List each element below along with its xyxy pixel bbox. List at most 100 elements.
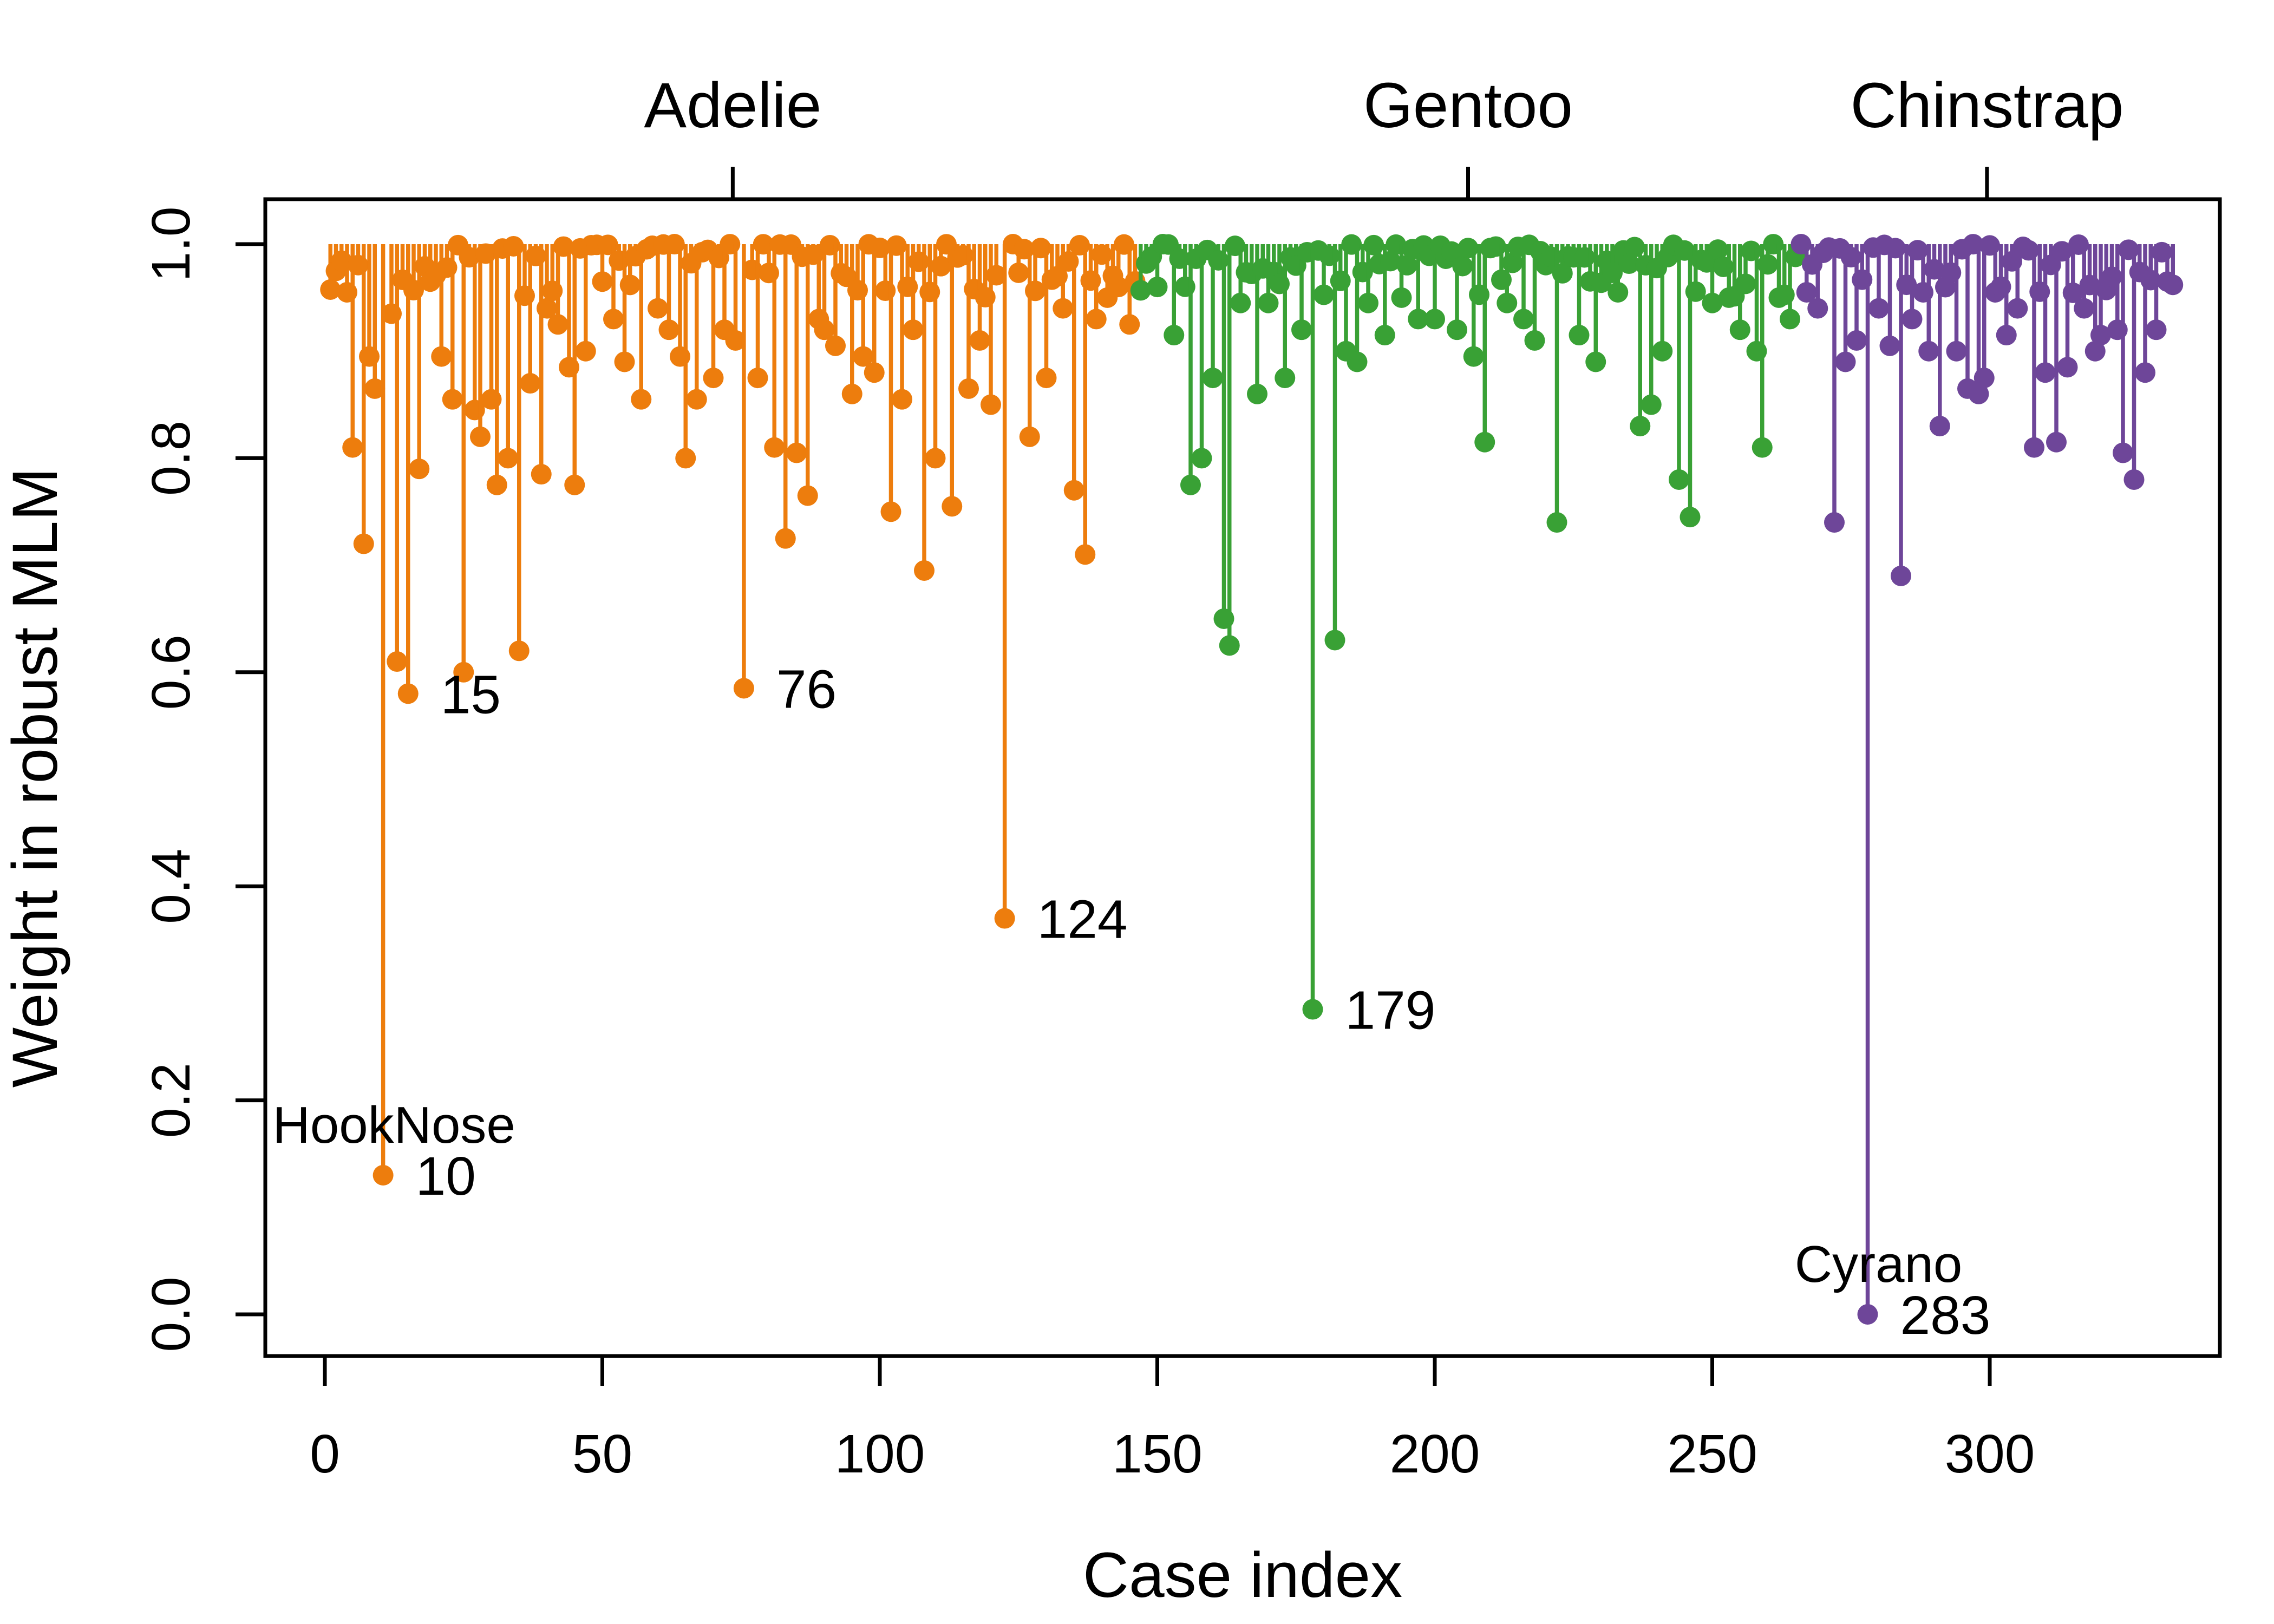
data-point xyxy=(1807,298,1828,319)
data-point xyxy=(825,335,846,356)
data-point xyxy=(914,560,935,581)
data-point xyxy=(1108,277,1129,298)
data-point xyxy=(508,640,530,662)
data-point xyxy=(2162,274,2184,296)
x-tick-label: 300 xyxy=(1945,1424,2035,1484)
data-point xyxy=(764,437,785,458)
data-point xyxy=(1735,273,1756,294)
x-tick-label: 100 xyxy=(835,1424,925,1484)
data-point xyxy=(1036,368,1057,389)
species-label-chinstrap: Chinstrap xyxy=(1850,70,2123,141)
data-point xyxy=(1729,319,1750,340)
data-point xyxy=(397,683,419,704)
data-point xyxy=(942,496,963,517)
data-point xyxy=(1474,431,1495,453)
data-point xyxy=(1180,474,1201,495)
x-tick-label: 200 xyxy=(1390,1424,1480,1484)
series-chinstrap xyxy=(1791,234,2184,586)
data-point xyxy=(320,279,341,300)
data-point xyxy=(1846,330,1867,351)
data-point xyxy=(1824,512,1845,533)
point-case-label: 179 xyxy=(1345,980,1436,1041)
y-tick-label: 0.0 xyxy=(141,1276,201,1352)
data-point xyxy=(498,448,519,469)
data-point xyxy=(1447,319,1467,340)
data-point xyxy=(564,474,585,495)
data-point xyxy=(880,501,901,522)
data-point xyxy=(1929,416,1950,437)
data-point xyxy=(1680,507,1701,528)
data-point xyxy=(520,373,541,394)
data-point xyxy=(1669,469,1689,490)
data-point xyxy=(592,271,613,292)
data-point xyxy=(1752,437,1773,458)
outlier-15: 15 xyxy=(397,244,501,725)
data-point xyxy=(1191,448,1212,469)
data-point xyxy=(969,330,990,351)
data-point xyxy=(1025,280,1045,302)
data-point xyxy=(658,319,679,340)
y-tick-label: 0.6 xyxy=(141,634,201,710)
point-name-label: HookNose xyxy=(273,1096,515,1154)
data-point xyxy=(733,678,754,699)
data-point xyxy=(1164,325,1185,346)
data-point xyxy=(1075,544,1096,565)
data-point xyxy=(1408,309,1429,330)
data-point xyxy=(2135,362,2155,383)
data-point xyxy=(1019,426,1040,447)
data-point xyxy=(775,528,796,549)
data-point xyxy=(1996,325,2017,346)
data-point xyxy=(2146,319,2167,340)
data-point xyxy=(1347,351,1368,372)
data-point xyxy=(2074,298,2095,319)
data-point xyxy=(1630,416,1651,437)
data-point xyxy=(1569,325,1590,346)
data-point xyxy=(2123,469,2145,490)
data-point xyxy=(1901,309,1923,330)
data-point xyxy=(903,319,924,340)
data-point xyxy=(1230,292,1251,313)
data-point xyxy=(1258,292,1279,313)
data-point xyxy=(1380,251,1401,272)
plot-border xyxy=(263,197,2222,1358)
data-point xyxy=(725,330,746,351)
y-tick-label: 0.4 xyxy=(141,849,201,924)
data-point xyxy=(1053,298,1074,319)
data-point xyxy=(1685,281,1706,302)
data-point xyxy=(353,533,374,554)
data-point xyxy=(2084,340,2106,362)
data-point xyxy=(1324,630,1345,651)
x-axis-title: Case index xyxy=(1083,1540,1402,1611)
data-point xyxy=(614,351,635,372)
x-tick-label: 150 xyxy=(1112,1424,1203,1484)
data-point xyxy=(1946,340,1967,362)
data-point xyxy=(703,368,724,389)
data-point xyxy=(1585,351,1606,372)
data-point xyxy=(797,485,818,506)
data-point xyxy=(1497,292,1518,313)
data-point xyxy=(2007,298,2028,319)
data-point xyxy=(531,464,552,485)
point-case-label: 283 xyxy=(1900,1285,1991,1346)
data-point xyxy=(1358,292,1378,313)
species-label-gentoo: Gentoo xyxy=(1363,70,1573,141)
data-point xyxy=(387,651,408,672)
x-tick-label: 50 xyxy=(572,1424,632,1484)
data-point xyxy=(930,256,951,277)
data-point xyxy=(1608,281,1629,303)
data-point xyxy=(1879,335,1900,356)
data-point xyxy=(1130,280,1151,301)
data-point xyxy=(1968,383,1989,404)
data-point xyxy=(1396,254,1417,276)
data-point xyxy=(619,274,641,296)
point-case-label: 124 xyxy=(1037,889,1128,950)
data-point xyxy=(2057,357,2078,378)
point-case-label: 15 xyxy=(441,664,501,725)
data-point xyxy=(431,346,452,367)
data-point xyxy=(675,448,696,469)
data-point xyxy=(1219,635,1240,656)
data-point xyxy=(648,298,668,319)
data-point xyxy=(1203,368,1223,389)
